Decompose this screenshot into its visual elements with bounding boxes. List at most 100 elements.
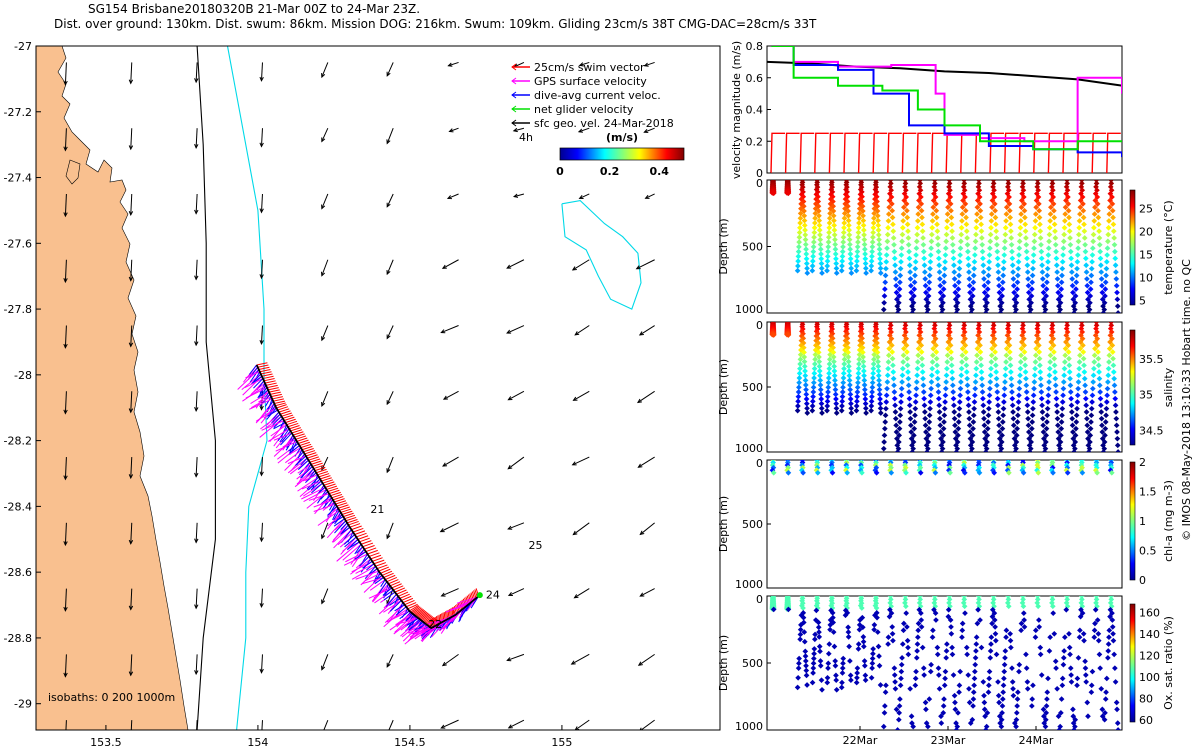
data-point [1082,382,1088,389]
data-point [965,402,972,409]
data-point [1106,345,1113,352]
data-point [797,365,803,372]
data-point [905,235,912,241]
data-point [827,626,833,633]
data-point [947,617,954,623]
data-point [994,255,1001,262]
data-point [950,395,957,402]
data-point [988,352,995,359]
current-arrow [195,193,198,214]
swim-vector [377,564,388,570]
data-point [948,630,955,637]
data-point [1047,352,1054,359]
data-point [948,624,954,630]
data-point [1089,668,1096,675]
data-point [846,236,853,243]
data-point [853,267,860,274]
data-point [1025,429,1032,435]
data-point [1029,279,1036,286]
data-point [1090,372,1097,379]
data-point [971,259,978,265]
data-point [1066,369,1073,375]
data-point [912,675,919,682]
current-arrow [130,522,133,544]
data-point [959,352,966,359]
data-point [804,410,811,416]
data-point [937,289,944,296]
data-point [961,596,967,599]
data-point [951,409,958,415]
data-point [970,696,977,702]
data-point [926,412,933,419]
current-arrow-head [321,336,326,342]
data-point [1069,276,1076,282]
data-point [931,322,938,325]
current-arrow-head [63,672,68,678]
velocity-ytick-label: 0.4 [746,104,764,117]
legend-arrowhead [511,119,517,127]
data-point [1075,379,1082,385]
data-point [1029,703,1035,709]
data-point [892,679,898,685]
data-point [1068,672,1074,678]
data-point [979,389,986,395]
data-point [946,596,953,599]
data-point [897,696,903,702]
data-point [1029,272,1036,279]
data-point [1035,603,1041,610]
data-point [887,596,894,603]
swim-vector [370,554,382,560]
current-arrow-head [194,472,199,478]
data-point [869,239,876,245]
data-point [1031,379,1038,385]
data-point [900,359,906,365]
swim-vector [470,592,474,601]
data-point [898,392,905,399]
data-point [1043,709,1050,716]
current-arrow-head [64,739,67,743]
data-point [1087,299,1093,306]
data-point [1066,630,1072,637]
data-point [882,689,889,696]
swim-vector [346,519,358,524]
data-point [933,355,940,362]
map-ytick-label: -28.8 [4,632,32,645]
data-point [830,349,837,356]
data-point [875,227,882,233]
gps-vector [308,493,330,501]
current-arrow [65,720,67,730]
current-arrow [441,325,459,334]
salinity-colorbar-tick-label: 35.5 [1139,353,1164,366]
data-point [845,217,852,224]
data-point [986,265,992,272]
colorbar-tick-label: 0 [556,165,564,178]
swim-vector [327,487,339,493]
data-point [1091,634,1098,641]
data-point [1059,682,1066,689]
data-point [816,217,823,224]
data-point [1001,661,1008,668]
data-point [1107,339,1113,345]
data-point [1054,269,1060,275]
data-point [1105,372,1112,379]
colorbar-unit-label: (m/s) [606,131,638,144]
data-point [1034,180,1041,187]
chart-title-line2: Dist. over ground: 130km. Dist. swum: 86… [54,17,817,31]
data-point [988,218,995,224]
gps-vector [351,565,376,580]
data-point [880,445,887,452]
data-point [854,253,861,260]
data-point [976,180,982,187]
gps-vector [237,369,260,390]
data-point [963,369,970,375]
data-point [1027,445,1034,452]
data-point [847,386,853,393]
data-point [811,650,817,657]
data-point [862,672,869,679]
data-point [794,684,801,691]
data-point [905,651,912,658]
data-point [797,351,804,358]
data-point [904,349,910,355]
swim-vector [265,382,277,386]
